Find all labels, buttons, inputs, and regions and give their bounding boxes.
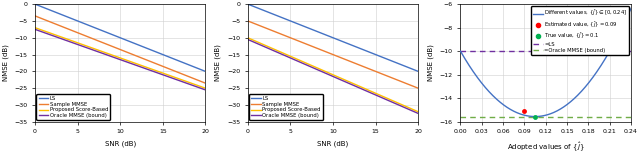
Proposed Score-Based xyxy=(254,41,262,43)
LS xyxy=(289,21,297,23)
Oracle MMSE (bound) xyxy=(251,41,259,43)
LS xyxy=(414,71,422,72)
Proposed Score-Based xyxy=(42,30,49,32)
Proposed Score-Based xyxy=(244,37,252,39)
LS xyxy=(42,7,49,9)
Proposed Score-Based xyxy=(276,51,284,52)
Oracle MMSE (bound) xyxy=(42,32,49,34)
LS xyxy=(38,6,45,8)
LS xyxy=(202,71,209,72)
Proposed Score-Based xyxy=(251,40,259,42)
Oracle MMSE (bound) xyxy=(276,52,284,54)
LS xyxy=(276,16,284,18)
Legend: LS, Sample MMSE, Proposed Score-Based, Oracle MMSE (bound): LS, Sample MMSE, Proposed Score-Based, O… xyxy=(250,94,323,120)
X-axis label: Adopted values of $\{\hat{j}\}$: Adopted values of $\{\hat{j}\}$ xyxy=(507,140,584,153)
Proposed Score-Based xyxy=(400,104,408,106)
Proposed Score-Based xyxy=(38,29,45,31)
Proposed Score-Based xyxy=(63,38,70,40)
Sample MMSE xyxy=(251,23,259,24)
Legend: Different values, $\{\hat{j}\} \in [0, 0.24]$, Estimated value, $\{\hat{j}\} = 0: Different values, $\{\hat{j}\} \in [0, 0… xyxy=(531,6,629,55)
Y-axis label: NMSE (dB): NMSE (dB) xyxy=(428,44,434,81)
LS xyxy=(193,67,201,69)
LS xyxy=(244,3,252,5)
Sample MMSE xyxy=(406,84,413,86)
Oracle MMSE (bound) xyxy=(187,84,195,86)
Proposed Score-Based xyxy=(187,82,195,84)
Sample MMSE xyxy=(76,33,84,35)
Proposed Score-Based xyxy=(31,27,39,29)
Line: LS: LS xyxy=(35,4,205,71)
Proposed Score-Based xyxy=(193,84,201,86)
X-axis label: SNR (dB): SNR (dB) xyxy=(104,140,136,146)
LS xyxy=(76,21,84,23)
Oracle MMSE (bound) xyxy=(193,86,201,88)
LS xyxy=(31,3,39,5)
Sample MMSE xyxy=(42,19,49,21)
Sample MMSE xyxy=(414,87,422,89)
Sample MMSE xyxy=(63,27,70,29)
Proposed Score-Based xyxy=(414,111,422,113)
Line: LS: LS xyxy=(248,4,418,71)
Line: Proposed Score-Based: Proposed Score-Based xyxy=(35,28,205,88)
X-axis label: SNR (dB): SNR (dB) xyxy=(317,140,349,146)
Legend: LS, Sample MMSE, Proposed Score-Based, Oracle MMSE (bound): LS, Sample MMSE, Proposed Score-Based, O… xyxy=(36,94,110,120)
Sample MMSE xyxy=(187,76,195,78)
LS xyxy=(187,65,195,66)
Oracle MMSE (bound) xyxy=(400,106,408,108)
Oracle MMSE (bound) xyxy=(202,89,209,91)
Oracle MMSE (bound) xyxy=(38,31,45,33)
Sample MMSE xyxy=(38,18,45,20)
Oracle MMSE (bound) xyxy=(254,43,262,45)
Oracle MMSE (bound) xyxy=(31,28,39,30)
Sample MMSE xyxy=(276,33,284,34)
LS xyxy=(406,67,413,69)
Oracle MMSE (bound) xyxy=(289,58,297,60)
Sample MMSE xyxy=(289,38,297,40)
Line: Oracle MMSE (bound): Oracle MMSE (bound) xyxy=(248,39,418,113)
Sample MMSE xyxy=(244,20,252,22)
Line: Sample MMSE: Sample MMSE xyxy=(248,21,418,88)
Oracle MMSE (bound) xyxy=(406,109,413,111)
Sample MMSE xyxy=(193,79,201,81)
LS xyxy=(254,7,262,9)
LS xyxy=(63,16,70,18)
Oracle MMSE (bound) xyxy=(63,40,70,42)
Oracle MMSE (bound) xyxy=(76,44,84,46)
Line: Proposed Score-Based: Proposed Score-Based xyxy=(248,38,418,112)
Proposed Score-Based xyxy=(76,43,84,45)
Oracle MMSE (bound) xyxy=(414,113,422,114)
LS xyxy=(400,65,408,66)
Y-axis label: NMSE (dB): NMSE (dB) xyxy=(215,44,221,81)
Sample MMSE xyxy=(31,15,39,17)
Proposed Score-Based xyxy=(289,57,297,58)
Sample MMSE xyxy=(254,24,262,26)
Proposed Score-Based xyxy=(406,107,413,109)
Sample MMSE xyxy=(400,82,408,83)
Proposed Score-Based xyxy=(202,87,209,89)
LS xyxy=(251,6,259,8)
Oracle MMSE (bound) xyxy=(244,38,252,40)
Sample MMSE xyxy=(202,82,209,84)
Line: Oracle MMSE (bound): Oracle MMSE (bound) xyxy=(35,29,205,90)
Line: Sample MMSE: Sample MMSE xyxy=(35,16,205,83)
Y-axis label: NMSE (dB): NMSE (dB) xyxy=(2,44,8,81)
